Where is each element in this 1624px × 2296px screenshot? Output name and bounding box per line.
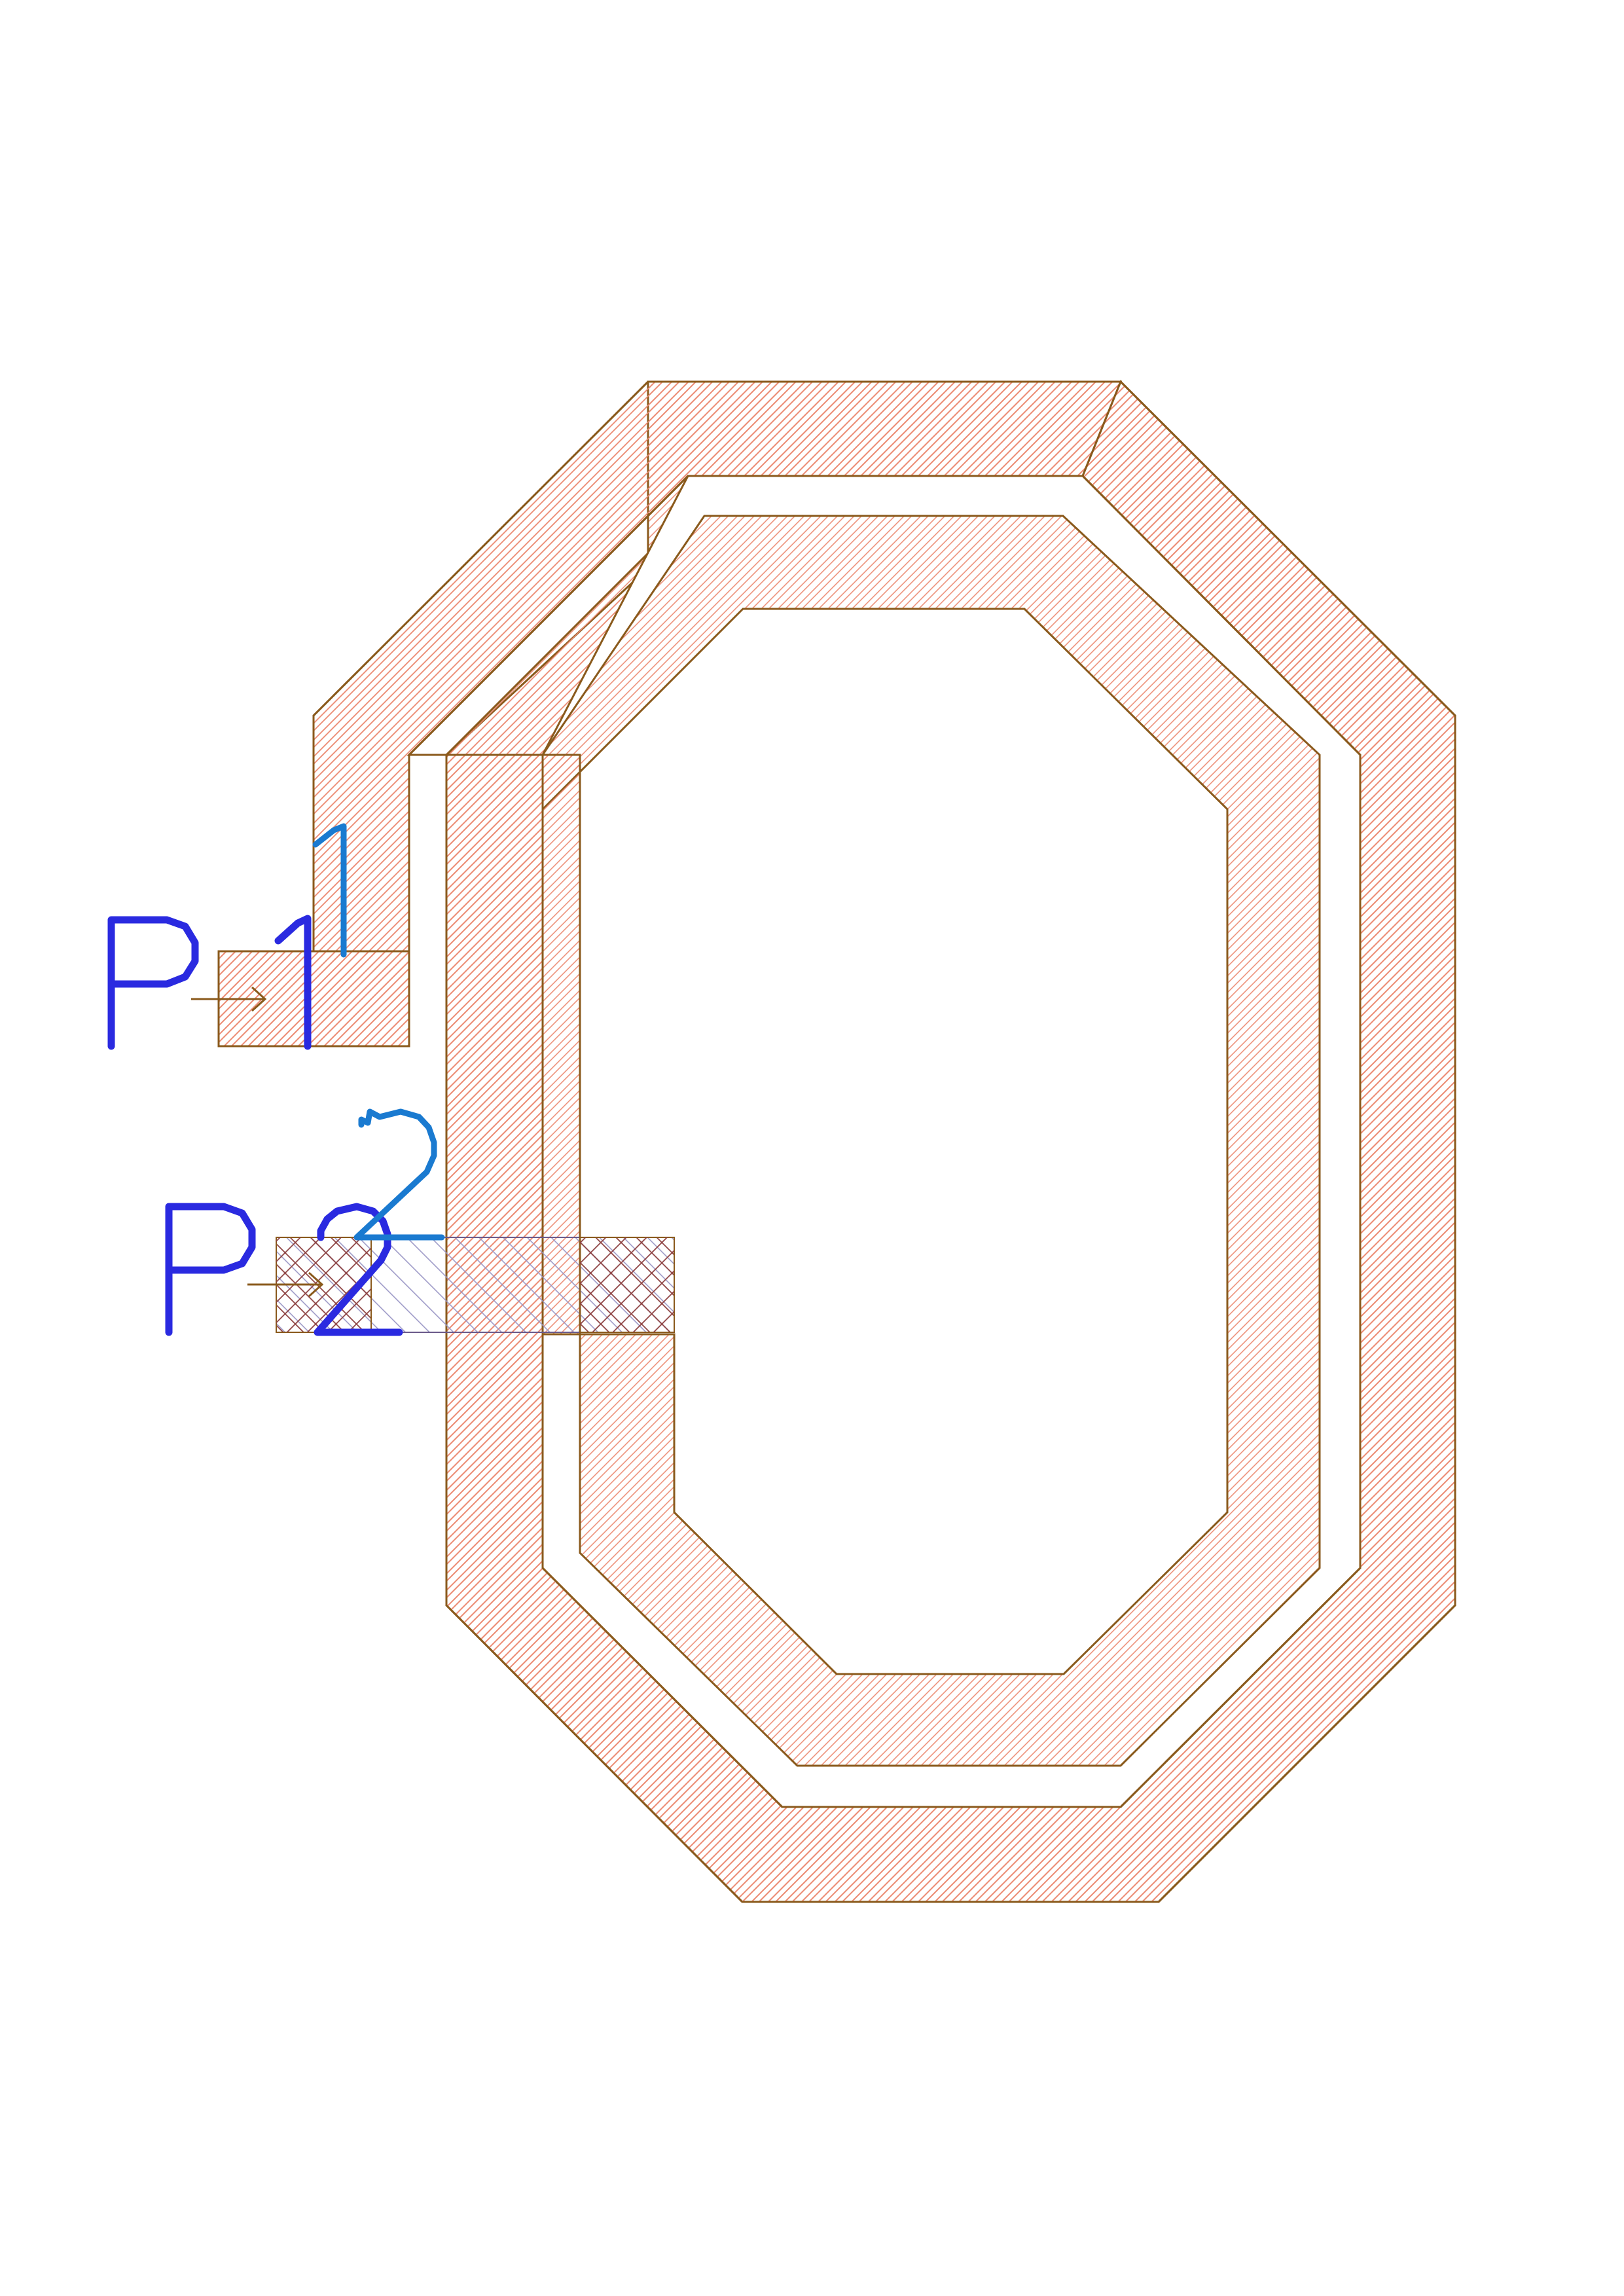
port-p2-glyph-p — [165, 1203, 256, 1336]
port-p1-glyph-p — [107, 916, 199, 1050]
inner-band — [541, 515, 1321, 1767]
inner-band-left-leg — [541, 754, 581, 1336]
port-p1-arrow — [191, 986, 267, 1012]
port-p2-arrow — [247, 1271, 324, 1298]
pin-2-glyph — [353, 1108, 445, 1241]
pin-1-glyph — [312, 823, 347, 958]
via-right-b — [580, 1237, 674, 1332]
pin-1-label — [312, 823, 347, 958]
pin-2-label — [353, 1108, 445, 1241]
port-p1-glyph-1 — [274, 915, 312, 1050]
outer-band-left — [445, 380, 1456, 1903]
port-p1-label — [107, 915, 312, 1050]
